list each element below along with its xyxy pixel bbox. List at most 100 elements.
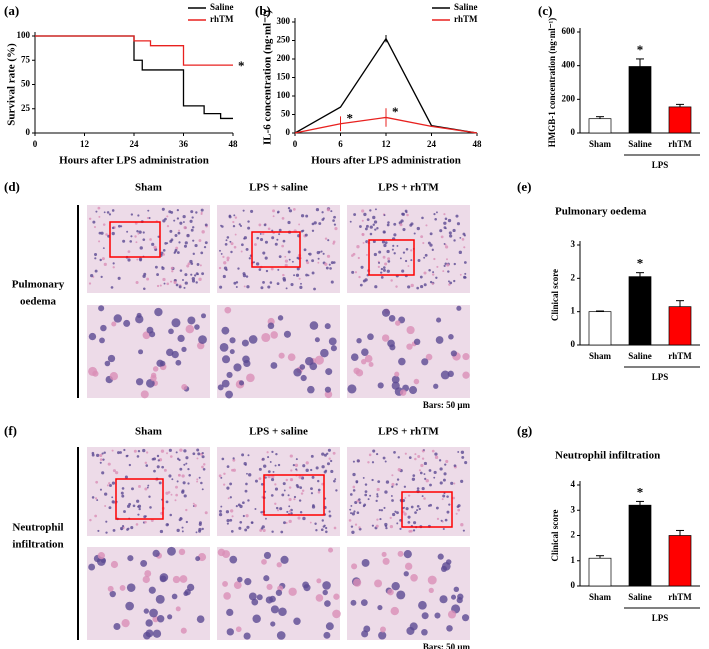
tissue-texture xyxy=(395,483,398,486)
tissue-texture xyxy=(424,253,428,257)
tissue-texture xyxy=(271,474,275,479)
panel-label: (e) xyxy=(517,179,531,194)
tissue-texture xyxy=(109,372,119,381)
tissue-texture xyxy=(433,213,436,216)
tissue-texture xyxy=(383,506,386,509)
tissue-texture xyxy=(242,514,245,518)
tissue-texture xyxy=(444,227,447,230)
tissue-texture xyxy=(380,271,383,274)
tissue-texture xyxy=(390,495,393,497)
tissue-texture xyxy=(152,629,162,638)
panel-label: (a) xyxy=(4,3,19,18)
tissue-texture xyxy=(137,232,140,235)
tissue-texture xyxy=(245,247,249,251)
tissue-texture xyxy=(246,525,250,529)
tissue-texture xyxy=(283,489,286,492)
tissue-texture xyxy=(413,338,421,346)
tissue-texture xyxy=(356,338,362,344)
tissue-texture xyxy=(463,246,466,249)
tissue-texture xyxy=(299,285,303,289)
tissue-texture xyxy=(158,481,162,485)
tissue-texture xyxy=(307,385,315,394)
tissue-texture xyxy=(378,250,382,254)
scale-label: Bars: 50 μm xyxy=(423,642,471,649)
tissue-texture xyxy=(328,510,331,513)
tissue-texture xyxy=(193,504,197,508)
tissue-texture xyxy=(413,521,417,525)
tissue-texture xyxy=(406,343,413,350)
tissue-texture xyxy=(270,267,274,271)
tissue-texture xyxy=(281,216,285,220)
tissue-texture xyxy=(423,497,426,500)
tissue-texture xyxy=(190,210,194,214)
tissue-texture xyxy=(263,464,267,468)
tissue-texture xyxy=(111,209,115,212)
tissue-texture xyxy=(371,478,374,482)
tissue-texture xyxy=(299,486,303,489)
tissue-texture xyxy=(305,214,309,218)
tissue-texture xyxy=(417,259,421,262)
y-axis-label: Clinical score xyxy=(550,509,560,561)
tissue-texture xyxy=(455,214,459,218)
tissue-texture xyxy=(416,487,420,490)
bar xyxy=(668,535,692,587)
bar xyxy=(588,311,612,346)
tissue-texture xyxy=(444,463,447,466)
tissue-texture xyxy=(433,257,436,261)
tissue-texture xyxy=(304,233,308,237)
tissue-texture xyxy=(410,574,418,582)
tissue-texture xyxy=(138,507,141,511)
tissue-texture xyxy=(233,581,242,589)
tissue-texture xyxy=(433,470,437,474)
tissue-texture xyxy=(293,208,296,211)
tissue-texture xyxy=(192,452,196,456)
zoom-box xyxy=(401,491,453,528)
tissue-texture xyxy=(352,489,356,492)
x-tick-label: 12 xyxy=(80,139,90,149)
tissue-texture xyxy=(393,451,396,454)
tissue-texture xyxy=(384,241,388,245)
y-tick-label: 1 xyxy=(571,555,576,565)
tissue-texture xyxy=(446,625,453,632)
tissue-texture xyxy=(220,476,223,479)
tissue-texture xyxy=(243,461,247,466)
tissue-texture xyxy=(244,578,252,586)
tissue-texture xyxy=(403,512,407,516)
tissue-texture xyxy=(356,459,360,463)
tissue-texture xyxy=(277,463,281,467)
tissue-texture xyxy=(179,448,183,452)
tissue-texture xyxy=(221,326,230,335)
tissue-texture xyxy=(295,468,298,471)
tissue-texture xyxy=(418,469,421,472)
tissue-texture xyxy=(222,355,231,364)
tissue-texture xyxy=(150,374,157,382)
tissue-texture xyxy=(387,259,391,263)
tissue-texture xyxy=(328,457,331,460)
tissue-texture xyxy=(218,474,222,478)
tissue-texture xyxy=(444,518,448,522)
tissue-texture xyxy=(435,276,438,279)
tissue-texture xyxy=(269,461,272,463)
tissue-texture xyxy=(253,261,256,264)
tissue-texture xyxy=(102,458,105,461)
tissue-texture xyxy=(226,628,234,636)
tissue-texture xyxy=(241,453,245,457)
tissue-texture xyxy=(149,608,158,618)
tissue-texture xyxy=(410,283,414,288)
tissue-texture xyxy=(168,448,172,452)
tissue-texture xyxy=(226,465,230,468)
tissue-texture xyxy=(294,463,299,467)
tissue-texture xyxy=(202,467,206,471)
tissue-texture xyxy=(414,457,417,461)
tissue-texture xyxy=(226,256,230,260)
tissue-texture xyxy=(146,486,149,489)
tissue-texture xyxy=(386,223,390,227)
tissue-texture xyxy=(323,453,327,457)
tissue-texture xyxy=(404,259,408,263)
tissue-texture xyxy=(232,224,236,228)
tissue-texture xyxy=(271,450,274,453)
tissue-texture xyxy=(298,475,302,479)
tissue-texture xyxy=(235,281,239,284)
tissue-texture xyxy=(315,594,324,602)
